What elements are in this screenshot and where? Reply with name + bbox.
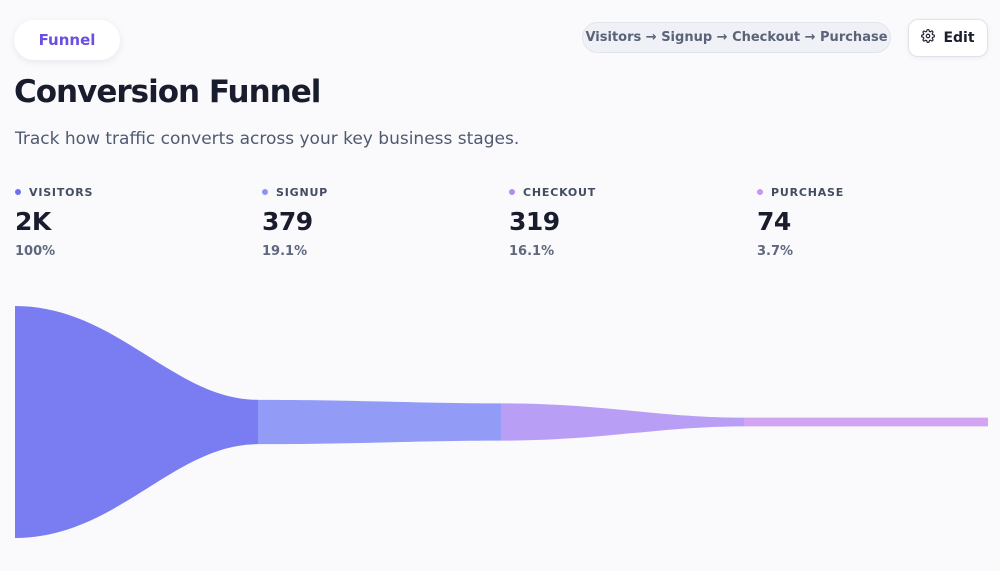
stage-checkout: CHECKOUT 319 16.1%	[509, 185, 739, 259]
page-subtitle: Track how traffic converts across your k…	[15, 129, 520, 149]
stage-count: 379	[262, 207, 313, 236]
stage-signup: SIGNUP 379 19.1%	[262, 185, 492, 259]
stage-count: 74	[757, 207, 791, 236]
stage-dot	[757, 189, 763, 195]
page-title: Conversion Funnel	[14, 74, 321, 110]
stage-path-badge: Visitors → Signup → Checkout → Purchase	[582, 22, 891, 53]
funnel-segment-purchase	[744, 417, 988, 427]
funnel-chart	[15, 306, 988, 538]
stage-percentage: 100%	[15, 244, 56, 259]
funnel-segment-checkout	[501, 403, 744, 441]
stage-count: 2K	[15, 207, 51, 236]
stage-visitors: VISITORS 2K 100%	[15, 185, 245, 259]
funnel-segment-visitors	[15, 306, 258, 538]
gear-icon	[921, 29, 936, 47]
stage-count: 319	[509, 207, 560, 236]
stage-percentage: 16.1%	[509, 244, 555, 259]
edit-button-label: Edit	[943, 30, 975, 46]
stage-dot	[15, 189, 21, 195]
stage-label: SIGNUP	[276, 185, 329, 199]
stage-dot	[262, 189, 268, 195]
stage-percentage: 3.7%	[757, 244, 794, 259]
stage-label: PURCHASE	[771, 185, 845, 199]
stage-purchase: PURCHASE 74 3.7%	[757, 185, 987, 259]
tab-funnel[interactable]: Funnel	[14, 20, 120, 60]
stage-percentage: 19.1%	[262, 244, 308, 259]
edit-button[interactable]: Edit	[908, 19, 988, 57]
stage-dot	[509, 189, 515, 195]
stage-label: VISITORS	[29, 185, 94, 199]
funnel-segment-signup	[258, 399, 501, 445]
stage-label: CHECKOUT	[523, 185, 597, 199]
